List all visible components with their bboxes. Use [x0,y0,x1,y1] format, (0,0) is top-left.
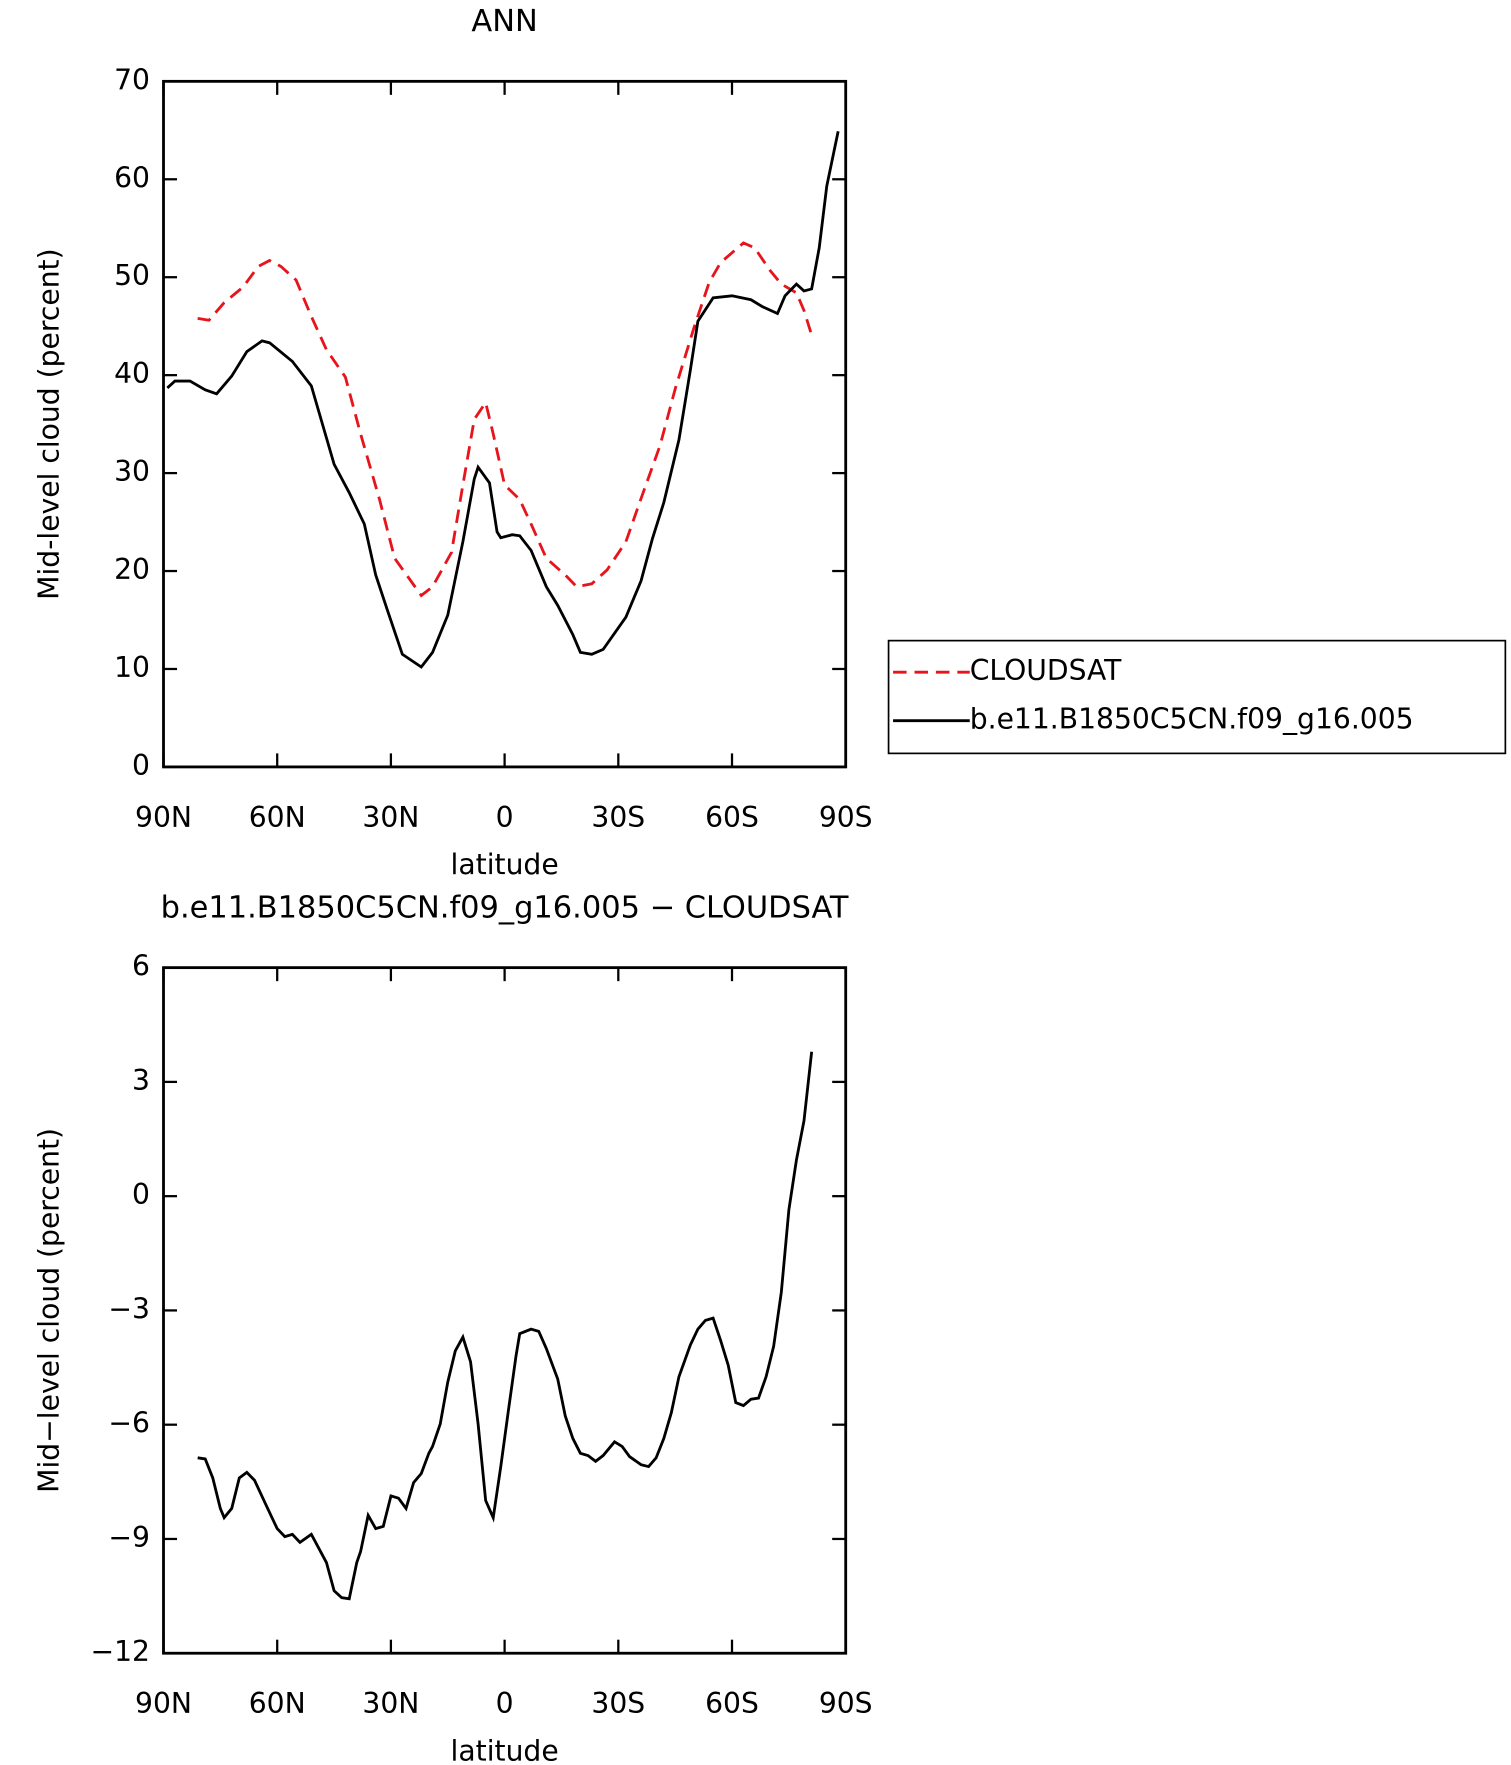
y-tick-label: 0 [132,749,150,782]
y-tick-label: 6 [132,950,150,983]
chart-title: b.e11.B1850C5CN.f09_g16.005 − CLOUDSAT [161,890,849,925]
x-tick-label: 30N [362,801,419,834]
plot-frame [162,79,848,769]
y-tick-label: −12 [90,1635,149,1668]
y-axis-label: Mid−level cloud (percent) [33,1128,66,1493]
x-tick-label: 60N [249,1687,306,1720]
y-tick-label: 0 [132,1178,150,1211]
legend-label: CLOUDSAT [970,654,1122,687]
data-line [197,1051,814,1601]
x-tick-label: 0 [496,1687,514,1720]
y-tick-label: 10 [114,651,150,684]
y-tick-label: 30 [114,455,150,488]
y-tick-label: 70 [114,63,150,96]
legend-box [887,639,1507,755]
y-tick-label: −9 [108,1521,150,1554]
x-tick-label: 30N [362,1687,419,1720]
y-tick-label: −6 [108,1407,150,1440]
x-tick-label: 30S [591,1687,645,1720]
x-tick-label: 90S [819,801,873,834]
data-line [197,241,814,598]
x-tick-label: 0 [496,801,514,834]
x-tick-label: 60S [705,1687,759,1720]
plot-frame [162,966,848,1655]
data-line [166,130,840,669]
x-tick-label: 60N [249,801,306,834]
x-axis-label: latitude [451,1734,559,1765]
x-tick-label: 90N [135,801,192,834]
chart-title: ANN [471,4,537,39]
x-axis-label: latitude [451,848,559,881]
y-tick-label: 20 [114,553,150,586]
x-tick-label: 60S [705,801,759,834]
legend-label: b.e11.B1850C5CN.f09_g16.005 [970,703,1414,736]
y-tick-label: −3 [108,1292,150,1325]
x-tick-label: 90N [135,1687,192,1720]
x-tick-label: 90S [819,1687,873,1720]
y-tick-label: 40 [114,357,150,390]
y-tick-label: 3 [132,1064,150,1097]
y-tick-label: 50 [114,259,150,292]
y-tick-label: 60 [114,161,150,194]
x-tick-label: 30S [591,801,645,834]
y-axis-label: Mid-level cloud (percent) [33,248,66,599]
